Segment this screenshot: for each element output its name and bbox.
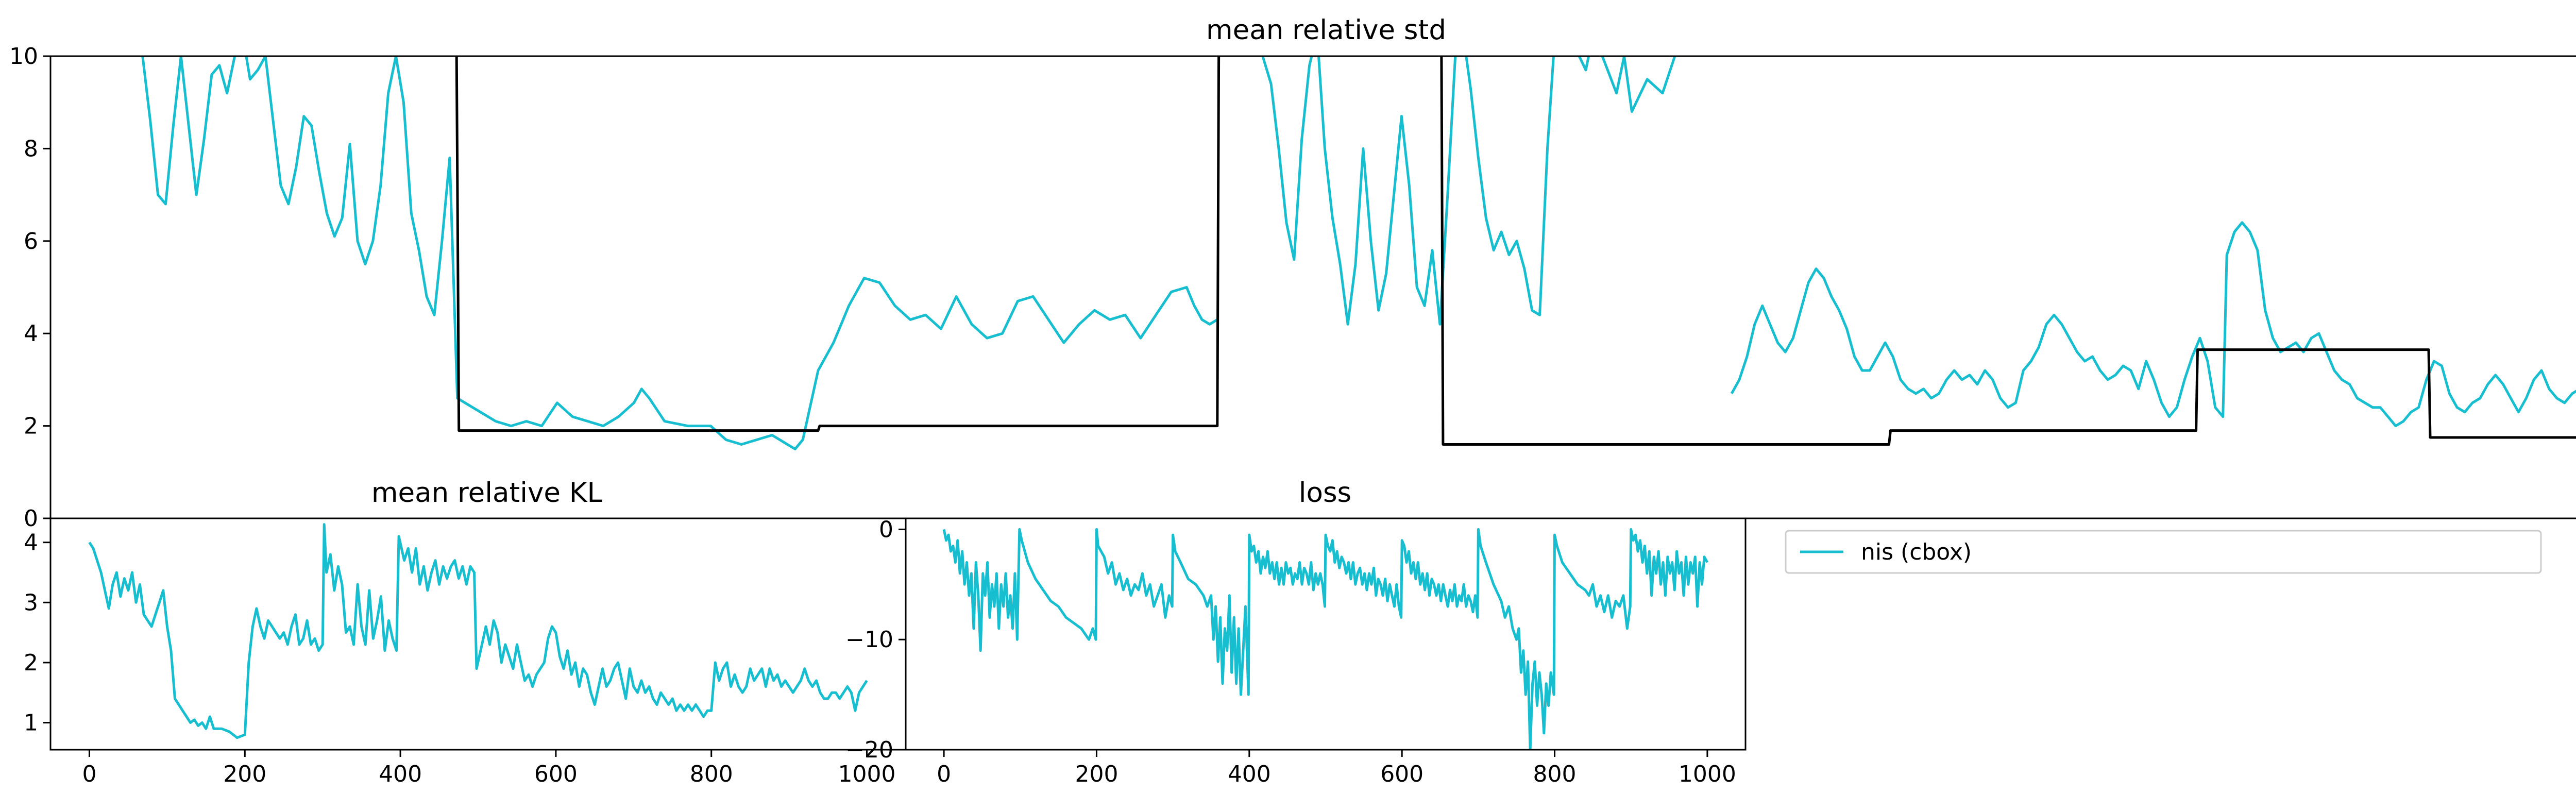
legend-label: nis (cbox) — [1861, 539, 1972, 565]
loss-y-tick-label: −20 — [845, 737, 893, 763]
loss-y-tick-label: 0 — [879, 516, 893, 543]
loss-series-cyan-line — [942, 528, 1709, 750]
loss-x-tick-label: 600 — [1380, 761, 1423, 787]
kl-y-tick-label: 3 — [24, 589, 38, 616]
std-y-tick-label: 0 — [24, 505, 38, 532]
kl-panel: mean relative KL 1 2 3 4 0 200 400 600 800 1000 — [24, 477, 907, 787]
std-series-cyan — [141, 56, 2576, 450]
std-series-cyan-line — [141, 56, 2576, 450]
legend-box — [1785, 530, 2542, 574]
loss-x-tick-label: 800 — [1533, 761, 1577, 787]
std-y-tick-label: 10 — [9, 43, 38, 70]
std-y-tick-label: 8 — [24, 136, 38, 162]
kl-y-tick-label: 1 — [24, 710, 38, 736]
kl-y-tick-label: 4 — [24, 530, 38, 556]
kl-y-tick-label: 2 — [24, 650, 38, 676]
std-y-ticks: 0 2 4 6 8 10 — [9, 43, 50, 532]
loss-series-cyan — [942, 528, 1709, 750]
kl-x-tick-label: 0 — [82, 761, 96, 787]
kl-series-cyan-line — [88, 523, 868, 739]
std-y-tick-label: 4 — [24, 320, 38, 347]
kl-series-cyan — [88, 523, 868, 739]
kl-axes-frame — [49, 517, 907, 751]
std-title: mean relative std — [1206, 14, 1446, 46]
loss-x-tick-label: 200 — [1075, 761, 1118, 787]
std-y-tick-label: 2 — [24, 413, 38, 440]
std-panel: mean relative std 0 2 4 6 8 10 — [9, 14, 2576, 532]
loss-x-ticks: 0 200 400 600 800 1000 — [937, 750, 1736, 787]
kl-title: mean relative KL — [371, 477, 603, 509]
std-series-black — [455, 56, 2576, 446]
kl-x-tick-label: 800 — [690, 761, 733, 787]
std-axes-frame — [49, 55, 2576, 519]
kl-x-ticks: 0 200 400 600 800 1000 — [82, 750, 896, 787]
loss-y-tick-label: −10 — [845, 627, 893, 653]
loss-panel: loss 0 −10 −20 0 200 400 600 800 1000 — [845, 477, 1747, 787]
loss-x-tick-label: 400 — [1228, 761, 1271, 787]
std-series-black-line — [455, 56, 2576, 446]
kl-x-tick-label: 600 — [534, 761, 578, 787]
std-y-tick-label: 6 — [24, 228, 38, 255]
kl-x-tick-label: 1000 — [838, 761, 896, 787]
kl-y-ticks: 1 2 3 4 — [24, 530, 50, 736]
kl-x-tick-label: 400 — [379, 761, 422, 787]
loss-title: loss — [1299, 477, 1351, 509]
loss-x-tick-label: 0 — [937, 761, 951, 787]
kl-x-tick-label: 200 — [223, 761, 266, 787]
loss-x-tick-label: 1000 — [1679, 761, 1736, 787]
loss-y-ticks: 0 −10 −20 — [845, 516, 906, 763]
legend-panel: nis (cbox) — [1744, 518, 2542, 750]
